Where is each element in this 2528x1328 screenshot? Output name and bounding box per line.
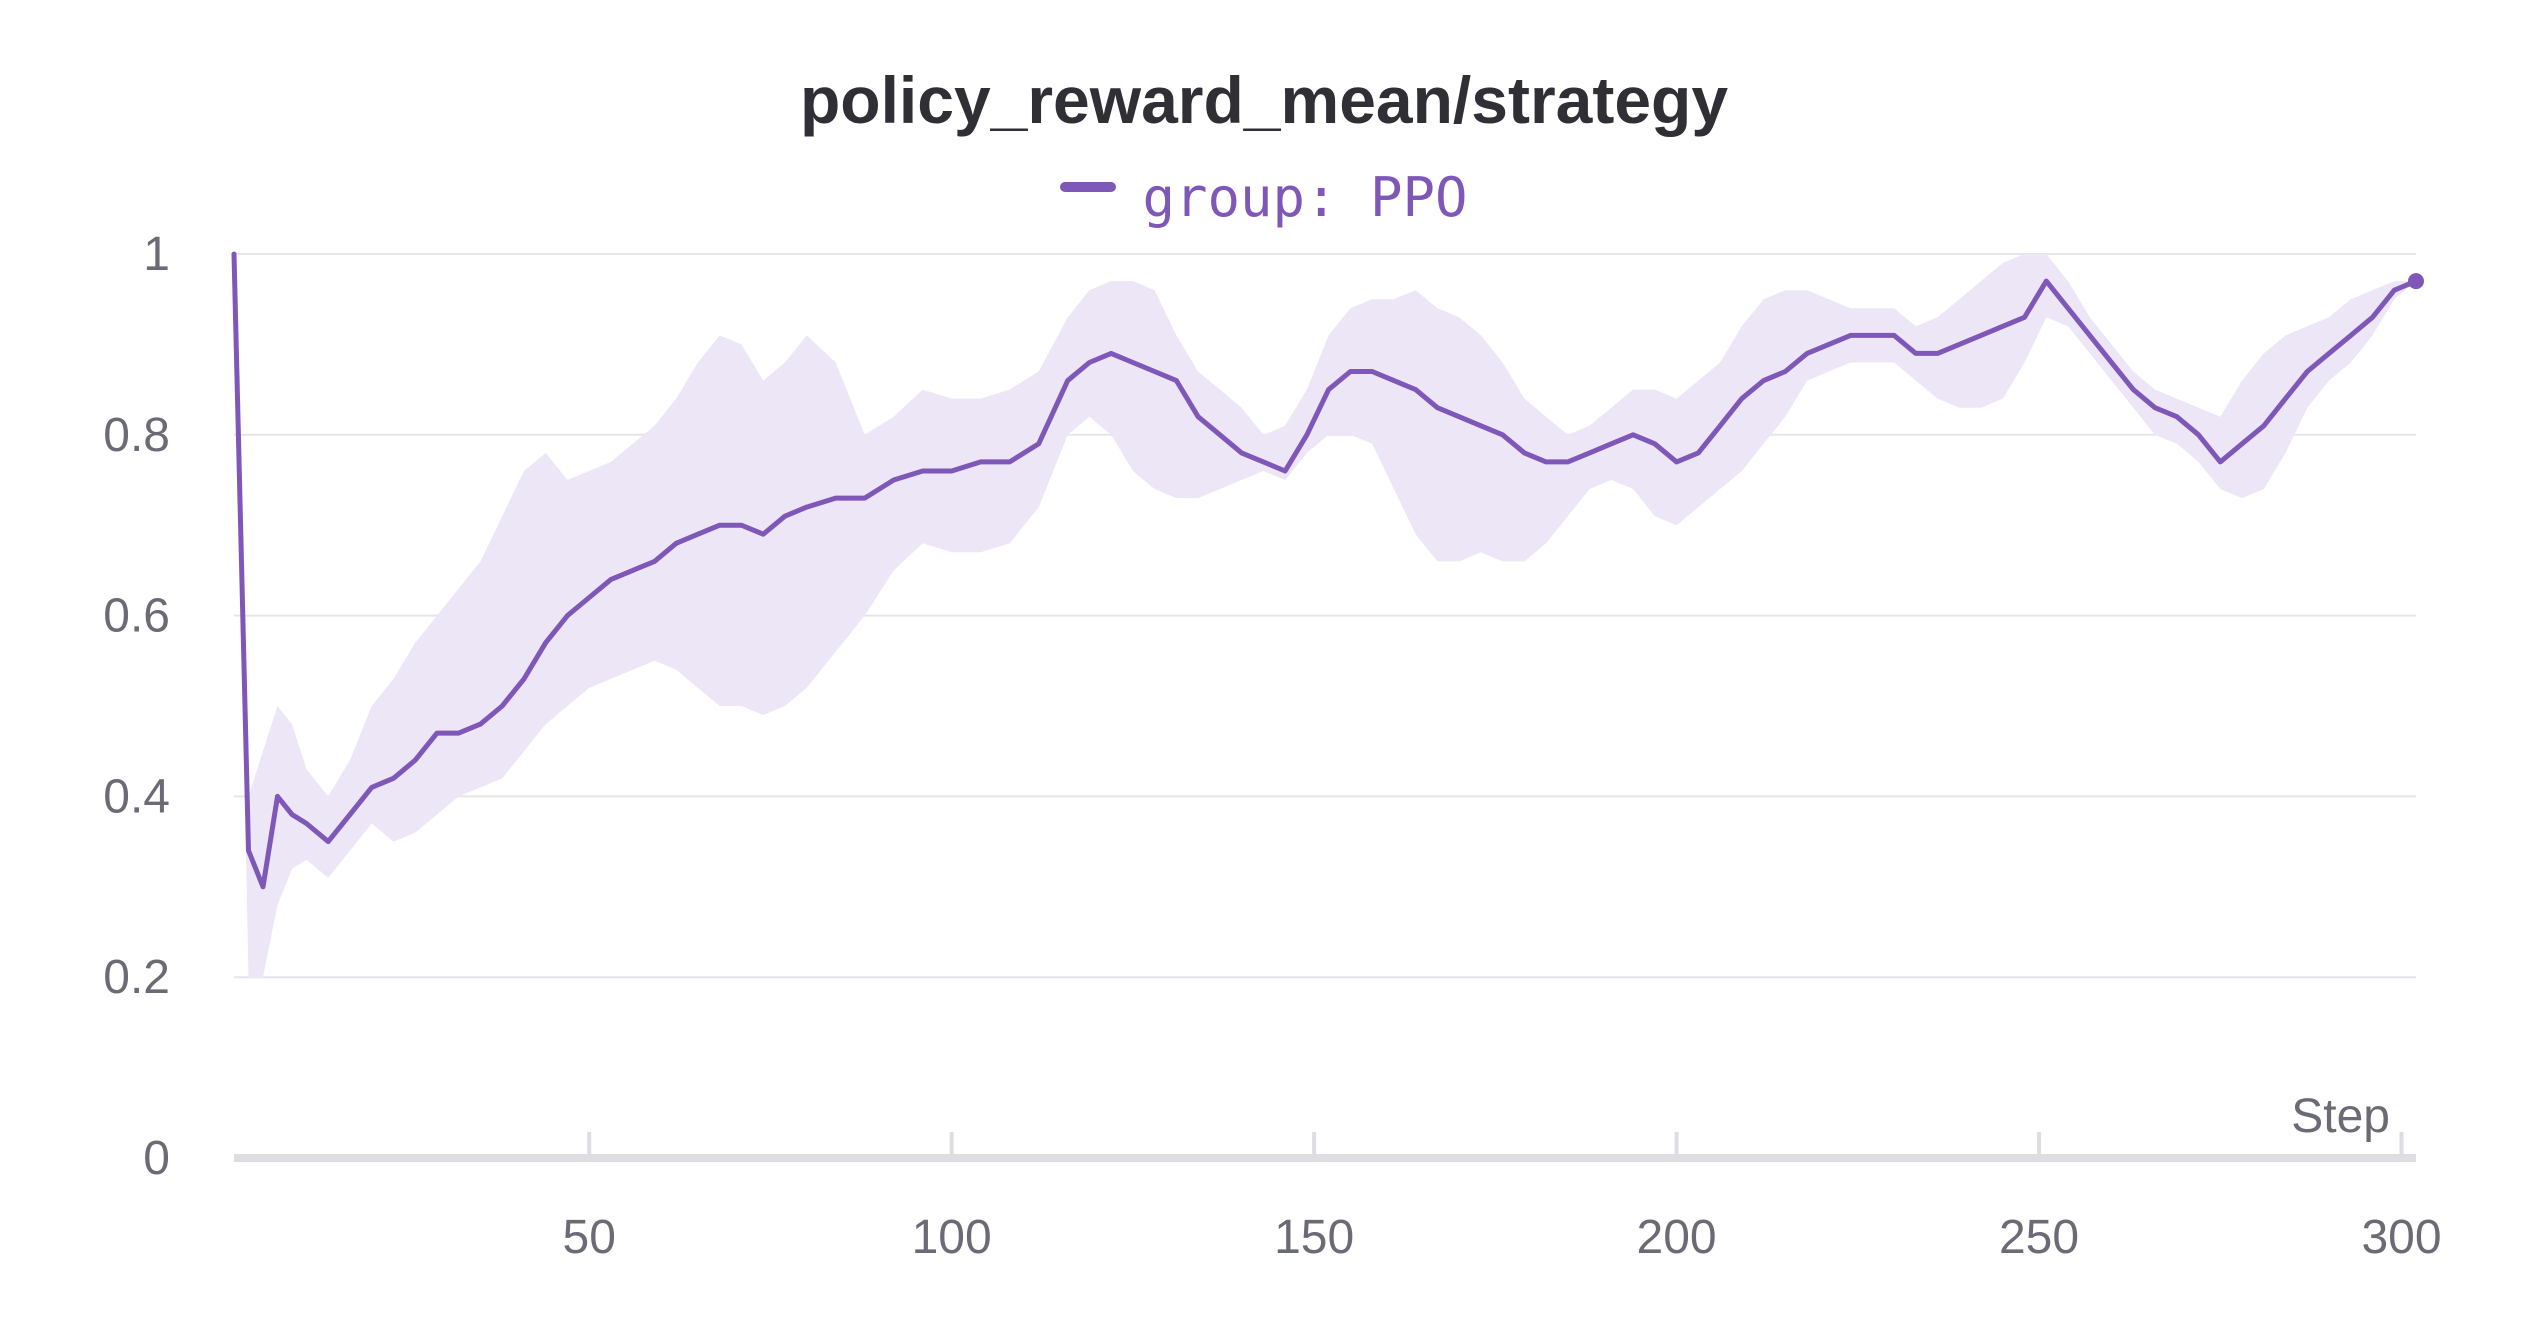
series-band [234,254,2416,978]
x-tick-label: 300 [2361,1211,2441,1264]
legend[interactable]: group: PPO [0,166,2528,229]
y-tick-label: 0.4 [103,770,170,823]
x-axis [234,1132,2416,1162]
x-tick-label: 250 [1999,1211,2079,1264]
x-axis-label: Step [2291,1090,2390,1143]
series-end-point [2408,273,2424,290]
y-tick-label: 0 [143,1132,170,1185]
range-band [234,254,2416,978]
y-tick-label: 0.8 [103,409,170,462]
x-tick-label: 50 [563,1211,616,1264]
chart-title: policy_reward_mean/strategy [799,63,1729,137]
series-path [231,251,2419,890]
legend-label: group: PPO [1142,166,1468,229]
x-tick-label: 150 [1274,1211,1354,1264]
x-tick-label: 100 [912,1211,992,1264]
y-tick-label: 0.2 [103,951,170,1004]
x-tick-label: 200 [1637,1211,1717,1264]
y-tick-label: 1 [143,228,170,281]
series-line [231,251,2424,890]
legend-swatch [1060,182,1117,193]
y-tick-label: 0.6 [103,590,170,643]
